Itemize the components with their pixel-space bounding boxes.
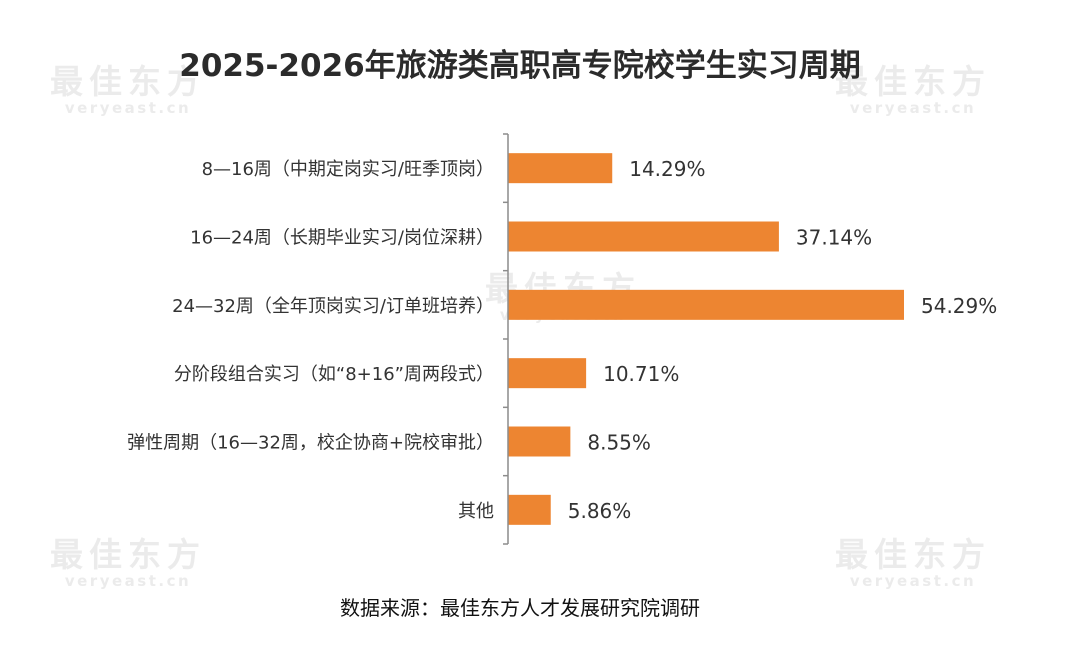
category-label: 24—32周（全年顶岗实习/订单班培养）	[172, 296, 494, 317]
chart-title: 2025-2026年旅游类高职高专院校学生实习周期	[179, 48, 861, 84]
data-label: 37.14%	[796, 226, 872, 250]
watermark-top-left: 最佳东方 veryeast.cn	[50, 55, 206, 117]
bar	[508, 358, 587, 389]
data-label: 10.71%	[603, 362, 679, 386]
category-label: 16—24周（长期毕业实习/岗位深耕）	[190, 228, 494, 249]
category-label: 分阶段组合实习（如“8+16”周两段式）	[174, 364, 494, 385]
data-label: 8.55%	[587, 431, 651, 455]
data-label: 54.29%	[921, 294, 997, 318]
watermark-url: veryeast.cn	[849, 99, 977, 117]
bar	[508, 426, 571, 457]
category-label: 弹性周期（16—32周，校企协商+院校审批）	[127, 433, 494, 454]
watermark-url: veryeast.cn	[849, 572, 977, 590]
category-label: 其他	[458, 501, 494, 522]
watermark-logo: 最佳东方	[835, 535, 991, 574]
watermark-bottom-right: 最佳东方 veryeast.cn	[835, 528, 991, 590]
watermark-logo: 最佳东方	[50, 535, 206, 574]
watermark-logo: 最佳东方	[50, 62, 206, 101]
watermark-logo: 最佳东方	[835, 62, 991, 101]
watermark-url: veryeast.cn	[64, 99, 192, 117]
bar	[508, 221, 779, 252]
bar	[508, 153, 613, 184]
watermark-bottom-left: 最佳东方 veryeast.cn	[50, 528, 206, 590]
watermark-url: veryeast.cn	[64, 572, 192, 590]
bar	[508, 494, 551, 525]
watermark-top-right: 最佳东方 veryeast.cn	[835, 55, 991, 117]
bar	[508, 289, 904, 320]
data-label: 5.86%	[568, 499, 632, 523]
data-label: 14.29%	[629, 157, 705, 181]
data-source-note: 数据来源：最佳东方人才发展研究院调研	[340, 596, 700, 620]
category-label: 8—16周（中期定岗实习/旺季顶岗）	[202, 159, 494, 180]
